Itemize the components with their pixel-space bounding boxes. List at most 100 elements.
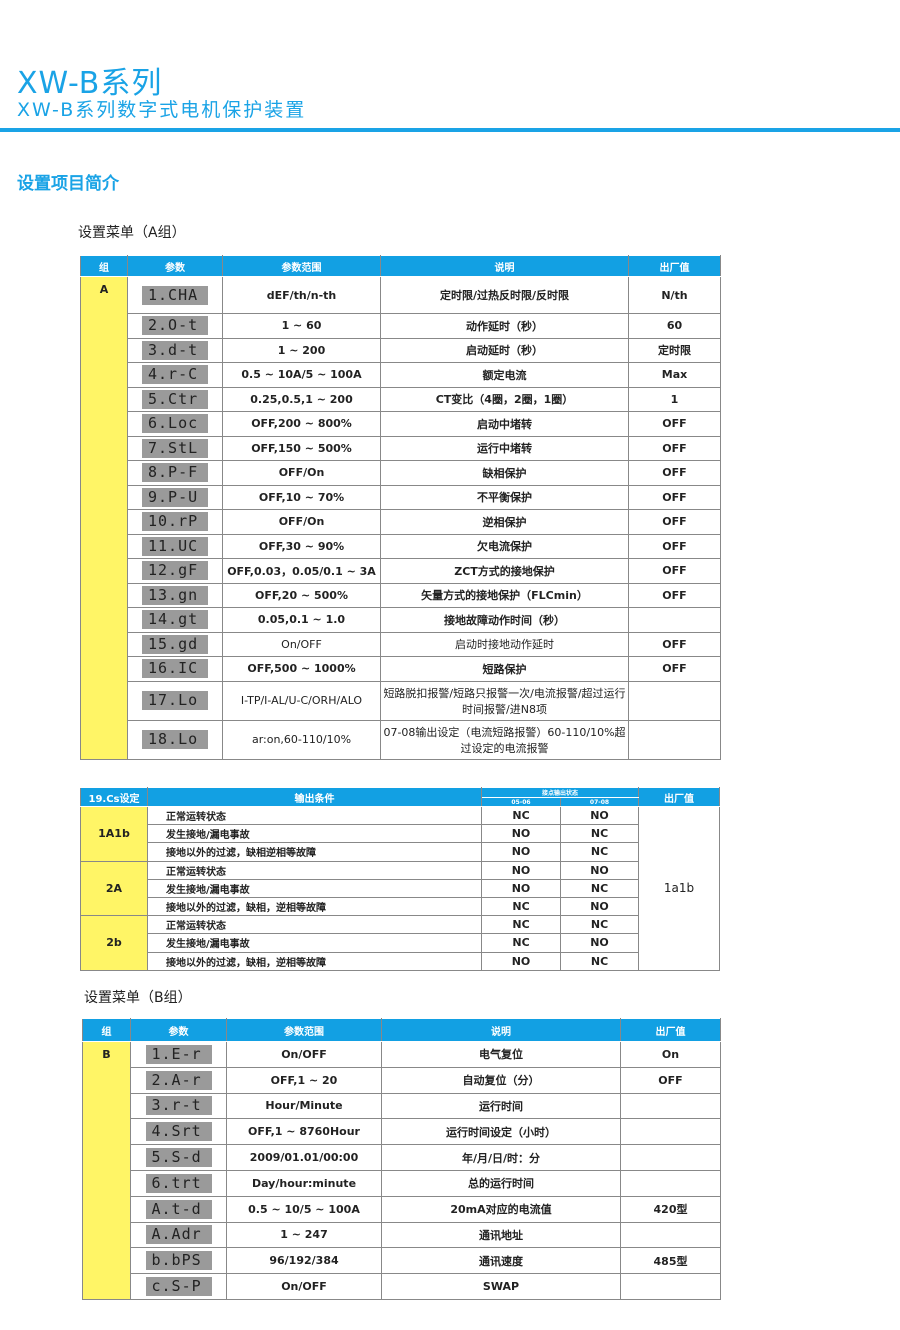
param-cell: 12.gF (127, 558, 223, 584)
table-row: 8.P-F OFF/On 缺相保护 OFF (81, 460, 721, 486)
contact-05-06: NO (481, 824, 561, 844)
range-cell: OFF,150 ~ 500% (222, 435, 381, 461)
range-cell: ar:on,60-110/10% (222, 719, 381, 760)
default-cell (628, 719, 721, 760)
range-cell: 0.5 ~ 10/5 ~ 100A (226, 1195, 382, 1223)
param-cell: 2.O-t (127, 313, 223, 339)
section-title: 设置项目简介 (17, 174, 119, 194)
table-row: 发生接地/漏电事故 NO NC (81, 824, 720, 844)
lcd-code: 5.S-d (145, 1148, 212, 1168)
desc-cell: 动作延时（秒） (380, 313, 629, 339)
table-row: 10.rP OFF/On 逆相保护 OFF (81, 509, 721, 535)
condition-cell: 接地以外的过滤，缺相，逆相等故障 (147, 951, 482, 971)
range-cell: 1 ~ 247 (226, 1221, 382, 1249)
param-cell: 4.r-C (127, 362, 223, 388)
table-row: 15.gd On/OFF 启动时接地动作延时 OFF (81, 631, 721, 657)
param-cell: 6.trt (130, 1169, 227, 1197)
lcd-code: 2.A-r (145, 1070, 212, 1090)
range-cell: 1 ~ 60 (222, 313, 381, 339)
condition-cell: 正常运转状态 (147, 805, 482, 826)
desc-cell: 运行时间 (381, 1092, 621, 1120)
lcd-code: 5.Ctr (142, 389, 208, 409)
lcd-code: 4.Srt (145, 1122, 212, 1142)
default-cell: On (620, 1041, 721, 1068)
param-cell: A.t-d (130, 1195, 227, 1223)
range-cell: 0.05,0.1 ~ 1.0 (222, 607, 381, 633)
desc-cell: 缺相保护 (380, 460, 629, 486)
lcd-code: 1.CHA (142, 285, 208, 305)
contact-07-08: NO (559, 933, 640, 953)
table-row: 3.r-t Hour/Minute 运行时间 (83, 1092, 721, 1120)
col-contact: 接点输出状态 (480, 787, 640, 798)
range-cell: OFF,500 ~ 1000% (222, 656, 381, 682)
default-cell (620, 1273, 721, 1300)
col-group: 组 (82, 1018, 131, 1042)
table-row: 18.Lo ar:on,60-110/10% 07-08输出设定（电流短路报警）60… (81, 719, 721, 760)
lcd-code: 3.r-t (145, 1096, 212, 1116)
table-row: 12.gF OFF,0.03，0.05/0.1 ~ 3A ZCT方式的接地保护 OFF (81, 558, 721, 584)
output-setting-table: 19.Cs设定 输出条件 接点输出状态 出厂值 05-06 07-08 1A1b… (80, 787, 721, 971)
default-value: 1a1b (638, 806, 721, 971)
col-05-06: 05-06 (481, 797, 561, 807)
range-cell: I-TP/I-AL/U-C/ORH/ALO (222, 680, 381, 721)
desc-cell: 不平衡保护 (380, 484, 629, 510)
range-cell: 0.25,0.5,1 ~ 200 (222, 386, 381, 412)
table-row: 7.StL OFF,150 ~ 500% 运行中堵转 OFF (81, 435, 721, 461)
lcd-code: 4.r-C (142, 365, 208, 385)
desc-cell: 欠电流保护 (380, 533, 629, 559)
range-cell: OFF,0.03，0.05/0.1 ~ 3A (222, 558, 381, 584)
default-cell (620, 1144, 721, 1171)
desc-cell: CT变比（4圈，2圈，1圈） (380, 386, 629, 412)
condition-cell: 发生接地/漏电事故 (147, 824, 482, 844)
desc-cell: 自动复位（分） (381, 1066, 621, 1094)
param-cell: A.Adr (130, 1221, 227, 1249)
table-row: 接地以外的过滤，缺相，逆相等故障 NC NO (81, 896, 720, 917)
contact-05-06: NO (481, 842, 561, 862)
desc-cell: 通讯地址 (381, 1221, 621, 1249)
desc-cell: 短路保护 (380, 656, 629, 682)
settings-table-a: 组 参数 参数范围 说明 出厂值 A 1.CHA dEF/th/n-th 定时限/过热… (80, 255, 721, 760)
range-cell: OFF/On (222, 460, 381, 486)
lcd-code: 6.trt (145, 1173, 212, 1193)
default-cell: OFF (628, 460, 721, 486)
table-row: 2A 正常运转状态 NO NO (80, 860, 720, 917)
group-label: A (80, 276, 128, 760)
condition-cell: 接地以外的过滤，缺相，逆相等故障 (147, 896, 482, 917)
lcd-code: b.bPS (145, 1251, 212, 1271)
default-cell: Max (628, 362, 721, 388)
doc-subtitle: XW-B系列数字式电机保护装置 (17, 99, 307, 121)
table-row: 16.IC OFF,500 ~ 1000% 短路保护 OFF (81, 656, 721, 682)
lcd-code: 6.Loc (142, 414, 208, 434)
lcd-code: 10.rP (142, 512, 208, 532)
default-cell: OFF (628, 631, 721, 657)
condition-cell: 接地以外的过滤，缺相逆相等故障 (147, 842, 482, 862)
lcd-code: A.Adr (145, 1225, 212, 1245)
table-row: 1A1b 正常运转状态 NC NO 1a1b (80, 805, 721, 971)
condition-cell: 发生接地/漏电事故 (147, 933, 482, 953)
param-cell: 3.r-t (130, 1092, 227, 1120)
desc-cell: 20mA对应的电流值 (381, 1195, 621, 1223)
col-condition: 输出条件 (147, 787, 482, 807)
param-cell: 7.StL (127, 435, 223, 461)
table-row: 5.S-d 2009/01.01/00:00 年/月/日/时：分 (83, 1144, 721, 1171)
desc-cell: 接地故障动作时间（秒） (380, 607, 629, 633)
default-cell: 485型 (620, 1247, 721, 1275)
table-row: 6.Loc OFF,200 ~ 800% 启动中堵转 OFF (81, 411, 721, 437)
table-row: 2b 正常运转状态 NC NC (80, 915, 720, 971)
param-cell: 10.rP (127, 509, 223, 535)
col-07-08: 07-08 (559, 797, 640, 807)
title-rule (0, 128, 900, 132)
table-row: 2.A-r OFF,1 ~ 20 自动复位（分） OFF (83, 1066, 721, 1094)
table-row: B 1.E-r On/OFF 电气复位 On (82, 1041, 721, 1300)
default-cell: OFF (628, 509, 721, 535)
range-cell: Hour/Minute (226, 1092, 382, 1120)
default-cell: OFF (620, 1066, 721, 1094)
range-cell: 96/192/384 (226, 1247, 382, 1275)
param-cell: c.S-P (130, 1273, 227, 1300)
table-row: 接地以外的过滤，缺相逆相等故障 NO NC (81, 842, 720, 862)
table-b-caption: 设置菜单（B组） (84, 990, 192, 1006)
contact-05-06: NO (481, 878, 561, 898)
col-setting: 19.Cs设定 (80, 787, 148, 807)
default-cell: OFF (628, 558, 721, 584)
doc-title: XW-B系列 (17, 66, 163, 101)
